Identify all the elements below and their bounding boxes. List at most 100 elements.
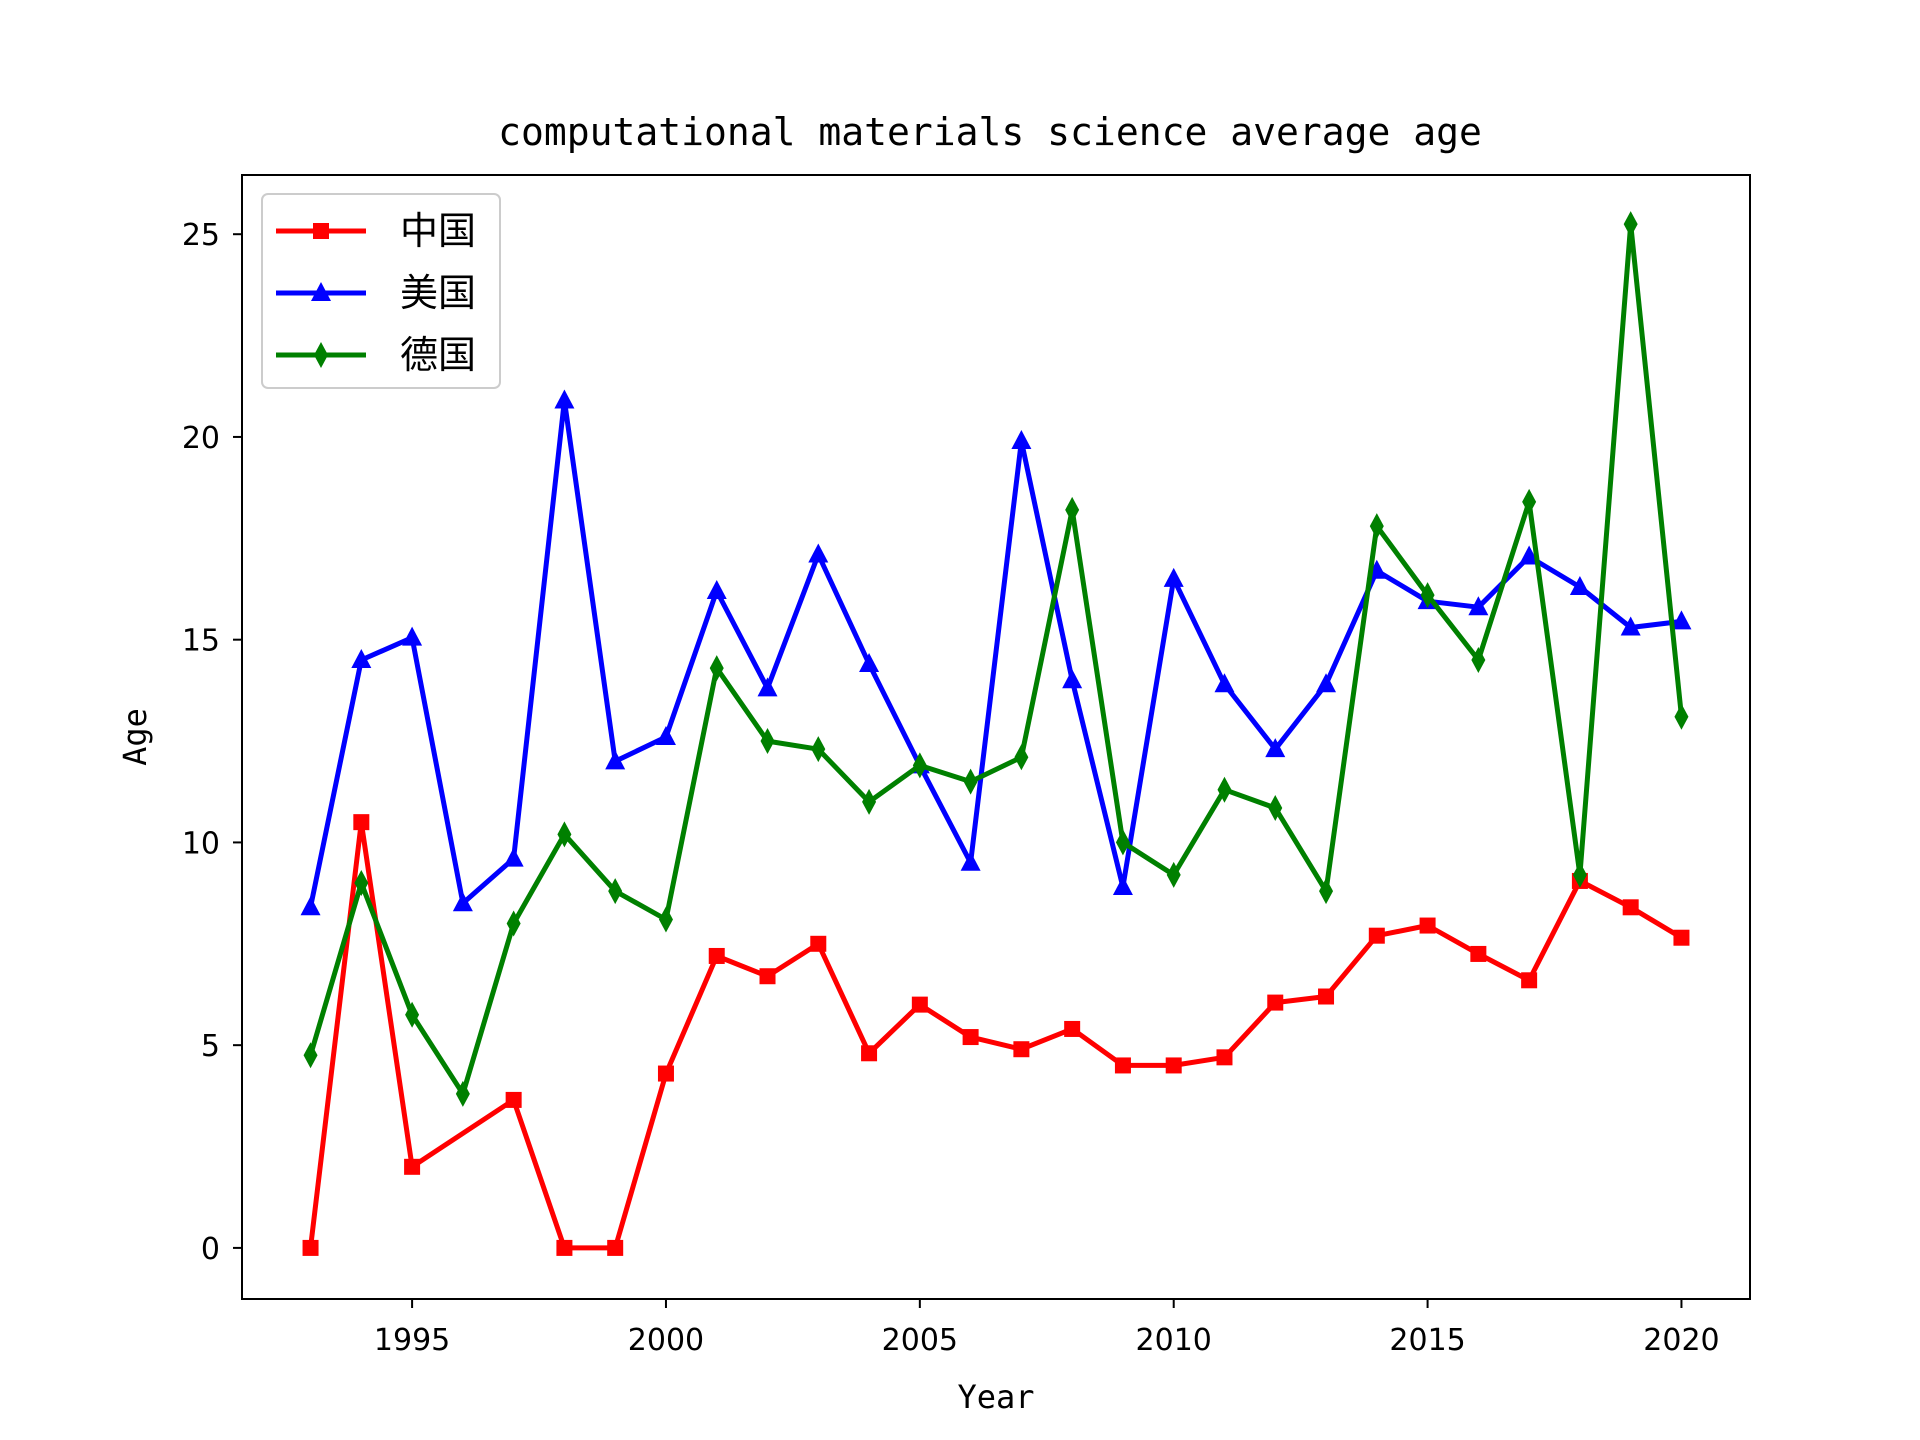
legend-box [261,193,501,389]
data-point [1268,794,1283,821]
x-axis: 1995 2000 2005 2010 2015 2020 [374,1299,1720,1358]
data-point [859,653,880,673]
data-point [1569,575,1590,595]
data-point [1014,744,1029,771]
legend-label: 中国 [400,209,476,253]
data-point [708,947,725,964]
data-point [962,1029,979,1046]
data-point [351,648,372,668]
data-point [1622,899,1639,916]
x-tick-label: 2000 [628,1323,704,1358]
data-point [1065,496,1080,523]
legend-marker [314,342,328,368]
series-1 [302,814,1690,1256]
data-point [506,910,521,937]
data-point [757,677,778,697]
x-tick-label: 2010 [1136,1323,1212,1358]
data-point [811,736,826,763]
data-point [1470,945,1487,962]
data-point [706,580,727,600]
y-tick-label: 15 [182,624,220,659]
data-point [1419,917,1436,934]
legend-item: 美国 [276,271,476,315]
data-point [1519,545,1540,565]
data-point [1369,513,1384,540]
data-point [960,851,981,871]
data-point [1163,567,1184,587]
data-point [1064,1020,1081,1037]
y-tick-label: 20 [182,421,220,456]
data-point [1115,829,1130,856]
data-point [303,1042,318,1069]
data-point [354,869,369,896]
y-tick-label: 10 [182,826,220,861]
data-point [300,896,321,916]
data-point [1267,994,1284,1011]
data-point [607,1239,624,1256]
data-point [655,726,676,745]
data-point [1216,1049,1233,1066]
data-point [605,750,626,770]
data-point [1318,988,1335,1005]
data-point [709,655,724,682]
y-tick-label: 0 [201,1232,220,1267]
data-point [1673,929,1690,946]
legend-label: 德国 [400,333,476,377]
data-point [808,543,829,563]
data-point [1468,596,1489,616]
data-point [1420,582,1435,609]
data-point [1214,673,1235,693]
x-axis-label: Year [957,1378,1034,1416]
series-line [308,397,1682,908]
data-point [405,1001,420,1028]
data-point [302,1239,319,1256]
x-tick-label: 2005 [882,1323,958,1358]
data-point [557,821,572,848]
data-point [1319,878,1334,905]
data-point [455,1080,470,1107]
data-point [452,892,473,912]
data-point [912,752,927,779]
data-point [862,788,877,815]
data-point [556,1239,573,1256]
data-point [1471,646,1486,673]
y-tick-label: 25 [182,218,220,253]
data-point [608,878,623,905]
data-point [402,626,423,646]
series-line [308,221,1684,1097]
data-point [810,935,827,952]
data-point [1165,1057,1182,1074]
plot-frame [241,174,1751,1300]
y-axis: 0 5 10 15 20 25 [182,218,242,1267]
data-point [658,906,673,933]
data-point [1572,861,1587,888]
y-axis-label: Age [116,708,154,766]
series-2 [300,389,1692,916]
data-point [1521,972,1538,989]
data-point [505,1091,522,1108]
series-layer [300,211,1692,1256]
data-point [1112,876,1133,896]
data-point [1217,776,1232,803]
data-point [1011,429,1032,449]
data-point [1166,861,1181,888]
data-point [1671,610,1692,630]
legend-item: 中国 [276,209,476,253]
data-point [1623,211,1638,238]
data-point [1265,738,1286,758]
data-point [759,968,776,985]
data-point [1522,488,1537,515]
data-point [503,847,524,867]
data-point [1620,616,1641,636]
x-tick-label: 1995 [374,1323,450,1358]
data-point [911,996,928,1013]
legend-marker [311,282,331,301]
data-point [1368,927,1385,944]
y-tick-label: 5 [201,1029,220,1064]
series-3 [303,211,1689,1107]
x-tick-label: 2015 [1389,1323,1465,1358]
data-point [1674,703,1689,730]
legend-marker [313,223,329,239]
